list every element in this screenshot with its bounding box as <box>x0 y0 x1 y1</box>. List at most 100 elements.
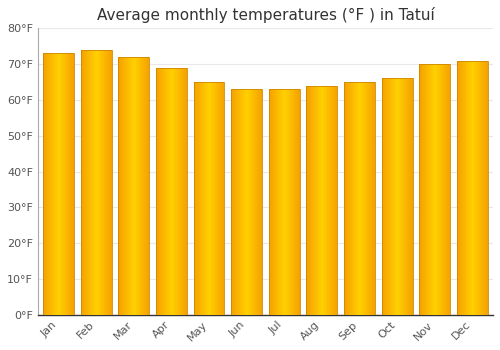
Bar <box>465 61 466 315</box>
Bar <box>448 64 449 315</box>
Bar <box>348 82 349 315</box>
Bar <box>424 64 425 315</box>
Bar <box>431 64 432 315</box>
Bar <box>161 68 162 315</box>
Bar <box>67 53 68 315</box>
Bar <box>85 50 86 315</box>
Bar <box>47 53 48 315</box>
Bar <box>253 89 254 315</box>
Bar <box>169 68 170 315</box>
Bar <box>294 89 295 315</box>
Bar <box>121 57 122 315</box>
Bar <box>43 53 74 315</box>
Bar <box>282 89 283 315</box>
Bar <box>311 86 312 315</box>
Bar <box>60 53 61 315</box>
Bar <box>444 64 446 315</box>
Bar <box>92 50 93 315</box>
Bar <box>335 86 336 315</box>
Bar <box>133 57 134 315</box>
Bar <box>292 89 293 315</box>
Bar <box>478 61 479 315</box>
Bar <box>170 68 171 315</box>
Bar <box>391 78 392 315</box>
Bar <box>167 68 168 315</box>
Bar <box>110 50 111 315</box>
Bar <box>239 89 240 315</box>
Bar <box>231 89 262 315</box>
Bar <box>299 89 300 315</box>
Bar <box>256 89 257 315</box>
Bar <box>247 89 248 315</box>
Bar <box>258 89 259 315</box>
Bar <box>472 61 473 315</box>
Bar <box>148 57 149 315</box>
Bar <box>291 89 292 315</box>
Bar <box>386 78 388 315</box>
Bar <box>183 68 184 315</box>
Bar <box>208 82 209 315</box>
Bar <box>194 82 224 315</box>
Bar <box>220 82 221 315</box>
Bar <box>322 86 323 315</box>
Bar <box>436 64 437 315</box>
Bar <box>125 57 126 315</box>
Bar <box>207 82 208 315</box>
Bar <box>362 82 363 315</box>
Bar <box>398 78 399 315</box>
Bar <box>129 57 130 315</box>
Bar <box>385 78 386 315</box>
Bar <box>241 89 242 315</box>
Bar <box>330 86 331 315</box>
Bar <box>159 68 160 315</box>
Bar <box>236 89 238 315</box>
Bar <box>288 89 289 315</box>
Bar <box>175 68 176 315</box>
Bar <box>350 82 351 315</box>
Bar <box>406 78 407 315</box>
Bar <box>130 57 132 315</box>
Bar <box>171 68 172 315</box>
Bar <box>235 89 236 315</box>
Bar <box>59 53 60 315</box>
Bar <box>327 86 328 315</box>
Bar <box>250 89 251 315</box>
Bar <box>319 86 320 315</box>
Bar <box>280 89 281 315</box>
Bar <box>145 57 146 315</box>
Bar <box>240 89 241 315</box>
Bar <box>222 82 223 315</box>
Bar <box>223 82 224 315</box>
Bar <box>470 61 471 315</box>
Bar <box>320 86 322 315</box>
Bar <box>383 78 384 315</box>
Bar <box>249 89 250 315</box>
Bar <box>443 64 444 315</box>
Bar <box>422 64 423 315</box>
Bar <box>132 57 133 315</box>
Bar <box>314 86 315 315</box>
Bar <box>215 82 216 315</box>
Bar <box>336 86 338 315</box>
Bar <box>474 61 475 315</box>
Bar <box>364 82 365 315</box>
Bar <box>281 89 282 315</box>
Bar <box>318 86 319 315</box>
Bar <box>402 78 404 315</box>
Bar <box>45 53 46 315</box>
Bar <box>100 50 101 315</box>
Bar <box>248 89 249 315</box>
Bar <box>138 57 140 315</box>
Bar <box>91 50 92 315</box>
Bar <box>142 57 143 315</box>
Bar <box>328 86 330 315</box>
Bar <box>372 82 373 315</box>
Bar <box>272 89 273 315</box>
Bar <box>449 64 450 315</box>
Bar <box>46 53 47 315</box>
Bar <box>104 50 105 315</box>
Bar <box>44 53 45 315</box>
Bar <box>409 78 410 315</box>
Bar <box>374 82 375 315</box>
Bar <box>286 89 288 315</box>
